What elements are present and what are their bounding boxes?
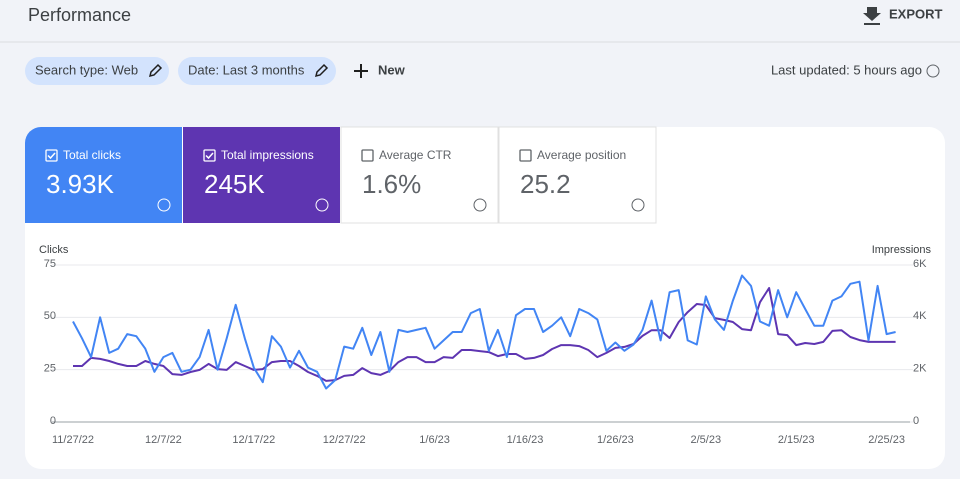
export-button[interactable]: EXPORT <box>863 6 943 25</box>
metric-tiles: Total clicks 3.93K Total impressions 245K Av… <box>25 126 657 224</box>
new-button[interactable]: New <box>354 62 406 78</box>
chip-bg <box>178 57 336 85</box>
metric-tile[interactable]: Average position 25.2 <box>498 126 657 224</box>
metric-value: 1.6% <box>362 169 421 199</box>
chip-label: Search type: Web <box>35 62 138 77</box>
edit-icon <box>314 63 329 78</box>
help-icon[interactable] <box>926 64 940 78</box>
page-title: Performance <box>28 5 131 25</box>
last-updated: Last updated: 5 hours ago <box>771 62 922 77</box>
tile-bg <box>340 126 499 224</box>
filter-chip[interactable]: Search type: Web <box>25 57 169 85</box>
checkbox <box>361 149 374 162</box>
filter-chip[interactable]: Date: Last 3 months <box>178 57 336 85</box>
new-label: New <box>378 62 406 77</box>
metric-tile[interactable]: Average CTR 1.6% <box>340 126 499 224</box>
y2-tick-label: 0 <box>913 415 919 427</box>
metric-value: 3.93K <box>46 169 115 199</box>
metric-label: Total clicks <box>63 148 121 162</box>
chip-label: Date: Last 3 months <box>188 62 305 77</box>
y-tick-label: 75 <box>44 258 56 270</box>
x-tick-label: 1/6/23 <box>419 434 450 446</box>
metric-value: 25.2 <box>520 169 571 199</box>
series-line <box>73 287 896 382</box>
chip-bg <box>25 57 169 85</box>
checkbox <box>45 149 58 162</box>
y2-axis-title: Impressions <box>872 244 932 256</box>
help-icon <box>473 198 487 212</box>
plus-icon <box>354 64 368 78</box>
metric-value: 245K <box>204 169 265 199</box>
download-icon <box>863 7 881 25</box>
help-icon <box>315 198 329 212</box>
metric-label: Average position <box>537 148 626 162</box>
x-tick-label: 2/25/23 <box>868 434 905 446</box>
x-tick-label: 12/27/22 <box>323 434 366 446</box>
metric-tile[interactable]: Total impressions 245K <box>183 127 340 223</box>
y-tick-label: 50 <box>44 310 56 322</box>
x-tick-label: 1/16/23 <box>507 434 544 446</box>
y-tick-label: 0 <box>50 415 56 427</box>
tile-bg <box>25 127 182 223</box>
x-tick-label: 1/26/23 <box>597 434 634 446</box>
tile-bg <box>183 127 340 223</box>
x-tick-label: 2/15/23 <box>778 434 815 446</box>
y-tick-label: 25 <box>44 363 56 375</box>
y-axis-title: Clicks <box>39 244 69 256</box>
y2-tick-label: 6K <box>913 258 927 270</box>
checkbox <box>519 149 532 162</box>
y2-tick-label: 4K <box>913 310 927 322</box>
series-line <box>72 274 896 390</box>
x-tick-label: 11/27/22 <box>52 434 94 446</box>
metric-tile[interactable]: Total clicks 3.93K <box>25 127 182 223</box>
checkmark <box>47 152 56 160</box>
y2-tick-label: 2K <box>913 363 927 375</box>
help-icon <box>157 198 171 212</box>
metric-label: Total impressions <box>221 148 314 162</box>
checkbox <box>203 149 216 162</box>
x-tick-label: 12/17/22 <box>232 434 275 446</box>
metric-label: Average CTR <box>379 148 452 162</box>
x-tick-label: 2/5/23 <box>691 434 722 446</box>
help-icon <box>631 198 645 212</box>
x-tick-label: 12/7/22 <box>145 434 182 446</box>
chart: Clicks Impressions 0 25 50 75 0 2K 4K 6K 11/27/22 1… <box>39 244 932 446</box>
edit-icon <box>148 63 163 78</box>
tile-bg <box>498 126 657 224</box>
export-label: EXPORT <box>889 6 943 21</box>
checkmark <box>205 152 214 160</box>
